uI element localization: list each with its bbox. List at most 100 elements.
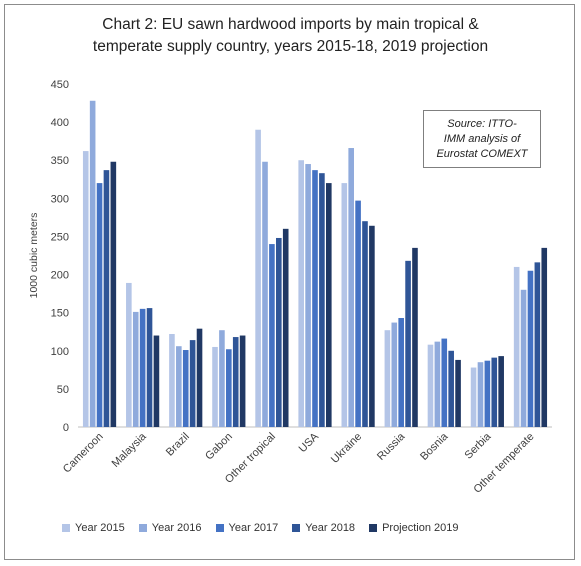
legend-swatch — [292, 524, 301, 532]
y-tick-label: 0 — [63, 422, 69, 434]
x-tick-label: Cameroon — [61, 431, 106, 476]
bar-other-temperate-projection-2019 — [541, 247, 548, 427]
bar-bosnia-year-2016 — [434, 341, 441, 427]
bar-serbia-projection-2019 — [498, 356, 504, 427]
bar-russia-year-2017 — [398, 318, 404, 427]
bar-brazil-year-2015 — [169, 334, 175, 427]
chart-legend: Year 2015 Year 2016 Year 2017 Year 2018 Proj… — [62, 522, 562, 534]
chart-title: Chart 2: EU sawn hardwood imports by mai… — [0, 14, 581, 58]
x-tick-label: USA — [297, 430, 322, 455]
y-tick-label: 200 — [51, 270, 69, 282]
legend-label: Year 2015 — [75, 522, 125, 534]
bar-ukraine-year-2018 — [362, 221, 368, 427]
bar-malaysia-year-2016 — [132, 311, 139, 427]
bar-malaysia-year-2015 — [126, 282, 132, 427]
bar-other-tropical-year-2016 — [262, 161, 268, 427]
chart-bars — [82, 100, 548, 428]
source-annotation: Source: ITTO- IMM analysis of Eurostat C… — [423, 110, 541, 168]
legend-label: Year 2017 — [228, 522, 279, 534]
legend-swatch — [138, 524, 147, 532]
x-tick-label: Gabon — [203, 431, 235, 463]
chart-title-line-2: temperate supply country, years 2015-18,… — [92, 38, 489, 55]
bar-cameroon-year-2017 — [96, 183, 103, 427]
bar-malaysia-projection-2019 — [153, 335, 160, 427]
y-tick-label: 150 — [51, 308, 69, 320]
bar-cameroon-year-2016 — [89, 100, 96, 427]
bar-gabon-projection-2019 — [239, 335, 246, 427]
bar-other-tropical-year-2017 — [269, 244, 275, 427]
bar-serbia-year-2015 — [470, 367, 477, 427]
bar-brazil-projection-2019 — [196, 328, 203, 427]
bar-gabon-year-2015 — [212, 346, 218, 427]
bar-cameroon-year-2018 — [103, 170, 110, 427]
bar-brazil-year-2018 — [189, 340, 196, 427]
y-tick-label: 100 — [51, 346, 69, 358]
bar-other-temperate-year-2015 — [513, 266, 520, 427]
legend-label: Year 2018 — [305, 522, 356, 534]
source-line-1: Source: ITTO- — [447, 117, 517, 130]
legend-swatch — [215, 524, 224, 532]
bar-other-tropical-year-2015 — [255, 129, 261, 427]
bar-bosnia-year-2015 — [427, 344, 434, 427]
chart-title-line-1: Chart 2: EU sawn hardwood imports by mai… — [102, 16, 479, 33]
bar-bosnia-year-2018 — [448, 350, 454, 427]
bar-other-temperate-year-2017 — [527, 270, 534, 427]
legend-item: Year 2015 — [62, 522, 125, 534]
legend-item: Year 2017 — [215, 522, 279, 534]
bar-brazil-year-2017 — [182, 350, 189, 427]
legend-label: Projection 2019 — [382, 522, 459, 534]
bar-bosnia-year-2017 — [441, 338, 448, 427]
bar-malaysia-year-2017 — [139, 308, 146, 427]
bar-russia-projection-2019 — [412, 247, 418, 427]
bar-ukraine-projection-2019 — [369, 225, 375, 427]
source-line-3: Eurostat COMEXT — [436, 147, 528, 160]
bar-ukraine-year-2015 — [341, 183, 348, 427]
bar-russia-year-2016 — [391, 322, 398, 427]
bar-serbia-year-2017 — [484, 360, 491, 427]
bar-gabon-year-2017 — [226, 349, 232, 427]
bar-other-temperate-year-2018 — [534, 262, 541, 427]
bar-brazil-year-2016 — [176, 346, 182, 427]
x-tick-label: Ukraine — [329, 431, 364, 466]
bar-malaysia-year-2018 — [146, 308, 153, 427]
bar-ukraine-year-2016 — [348, 148, 354, 427]
bar-other-tropical-projection-2019 — [282, 228, 289, 427]
y-tick-label: 450 — [51, 79, 69, 91]
y-tick-label: 400 — [51, 117, 69, 129]
legend-swatch — [369, 524, 378, 532]
bar-russia-year-2015 — [384, 330, 391, 427]
bar-usa-year-2018 — [319, 173, 325, 427]
legend-item: Projection 2019 — [369, 522, 459, 534]
bar-cameroon-projection-2019 — [110, 161, 117, 427]
source-line-2: IMM analysis of — [443, 132, 521, 145]
x-tick-label: Serbia — [463, 430, 495, 462]
bar-ukraine-year-2017 — [355, 200, 361, 427]
legend-label: Year 2016 — [151, 522, 202, 534]
x-tick-label: Brazil — [164, 431, 192, 459]
bar-usa-projection-2019 — [326, 183, 332, 427]
bar-other-temperate-year-2016 — [520, 289, 527, 427]
bar-usa-year-2016 — [305, 164, 311, 428]
legend-item: Year 2018 — [292, 522, 355, 534]
bar-serbia-year-2018 — [491, 357, 498, 427]
y-tick-label: 350 — [51, 155, 69, 167]
x-tick-label: Russia — [375, 430, 408, 463]
bar-serbia-year-2016 — [477, 362, 484, 427]
x-tick-label: Bosnia — [418, 430, 451, 463]
y-tick-label: 50 — [57, 384, 69, 396]
x-tick-label: Malaysia — [110, 430, 150, 470]
legend-item: Year 2016 — [138, 522, 202, 534]
y-tick-label: 250 — [51, 231, 69, 243]
bar-other-tropical-year-2018 — [276, 237, 282, 427]
bar-bosnia-projection-2019 — [455, 359, 461, 427]
bar-gabon-year-2016 — [219, 330, 225, 427]
bar-usa-year-2015 — [298, 160, 304, 427]
y-axis-label: 1000 cubic meters — [28, 213, 40, 299]
bar-gabon-year-2018 — [232, 337, 239, 427]
legend-swatch — [62, 524, 70, 532]
bar-usa-year-2017 — [312, 170, 318, 427]
bar-russia-year-2018 — [405, 260, 411, 427]
y-tick-label: 300 — [51, 193, 69, 205]
bar-cameroon-year-2015 — [82, 151, 89, 427]
